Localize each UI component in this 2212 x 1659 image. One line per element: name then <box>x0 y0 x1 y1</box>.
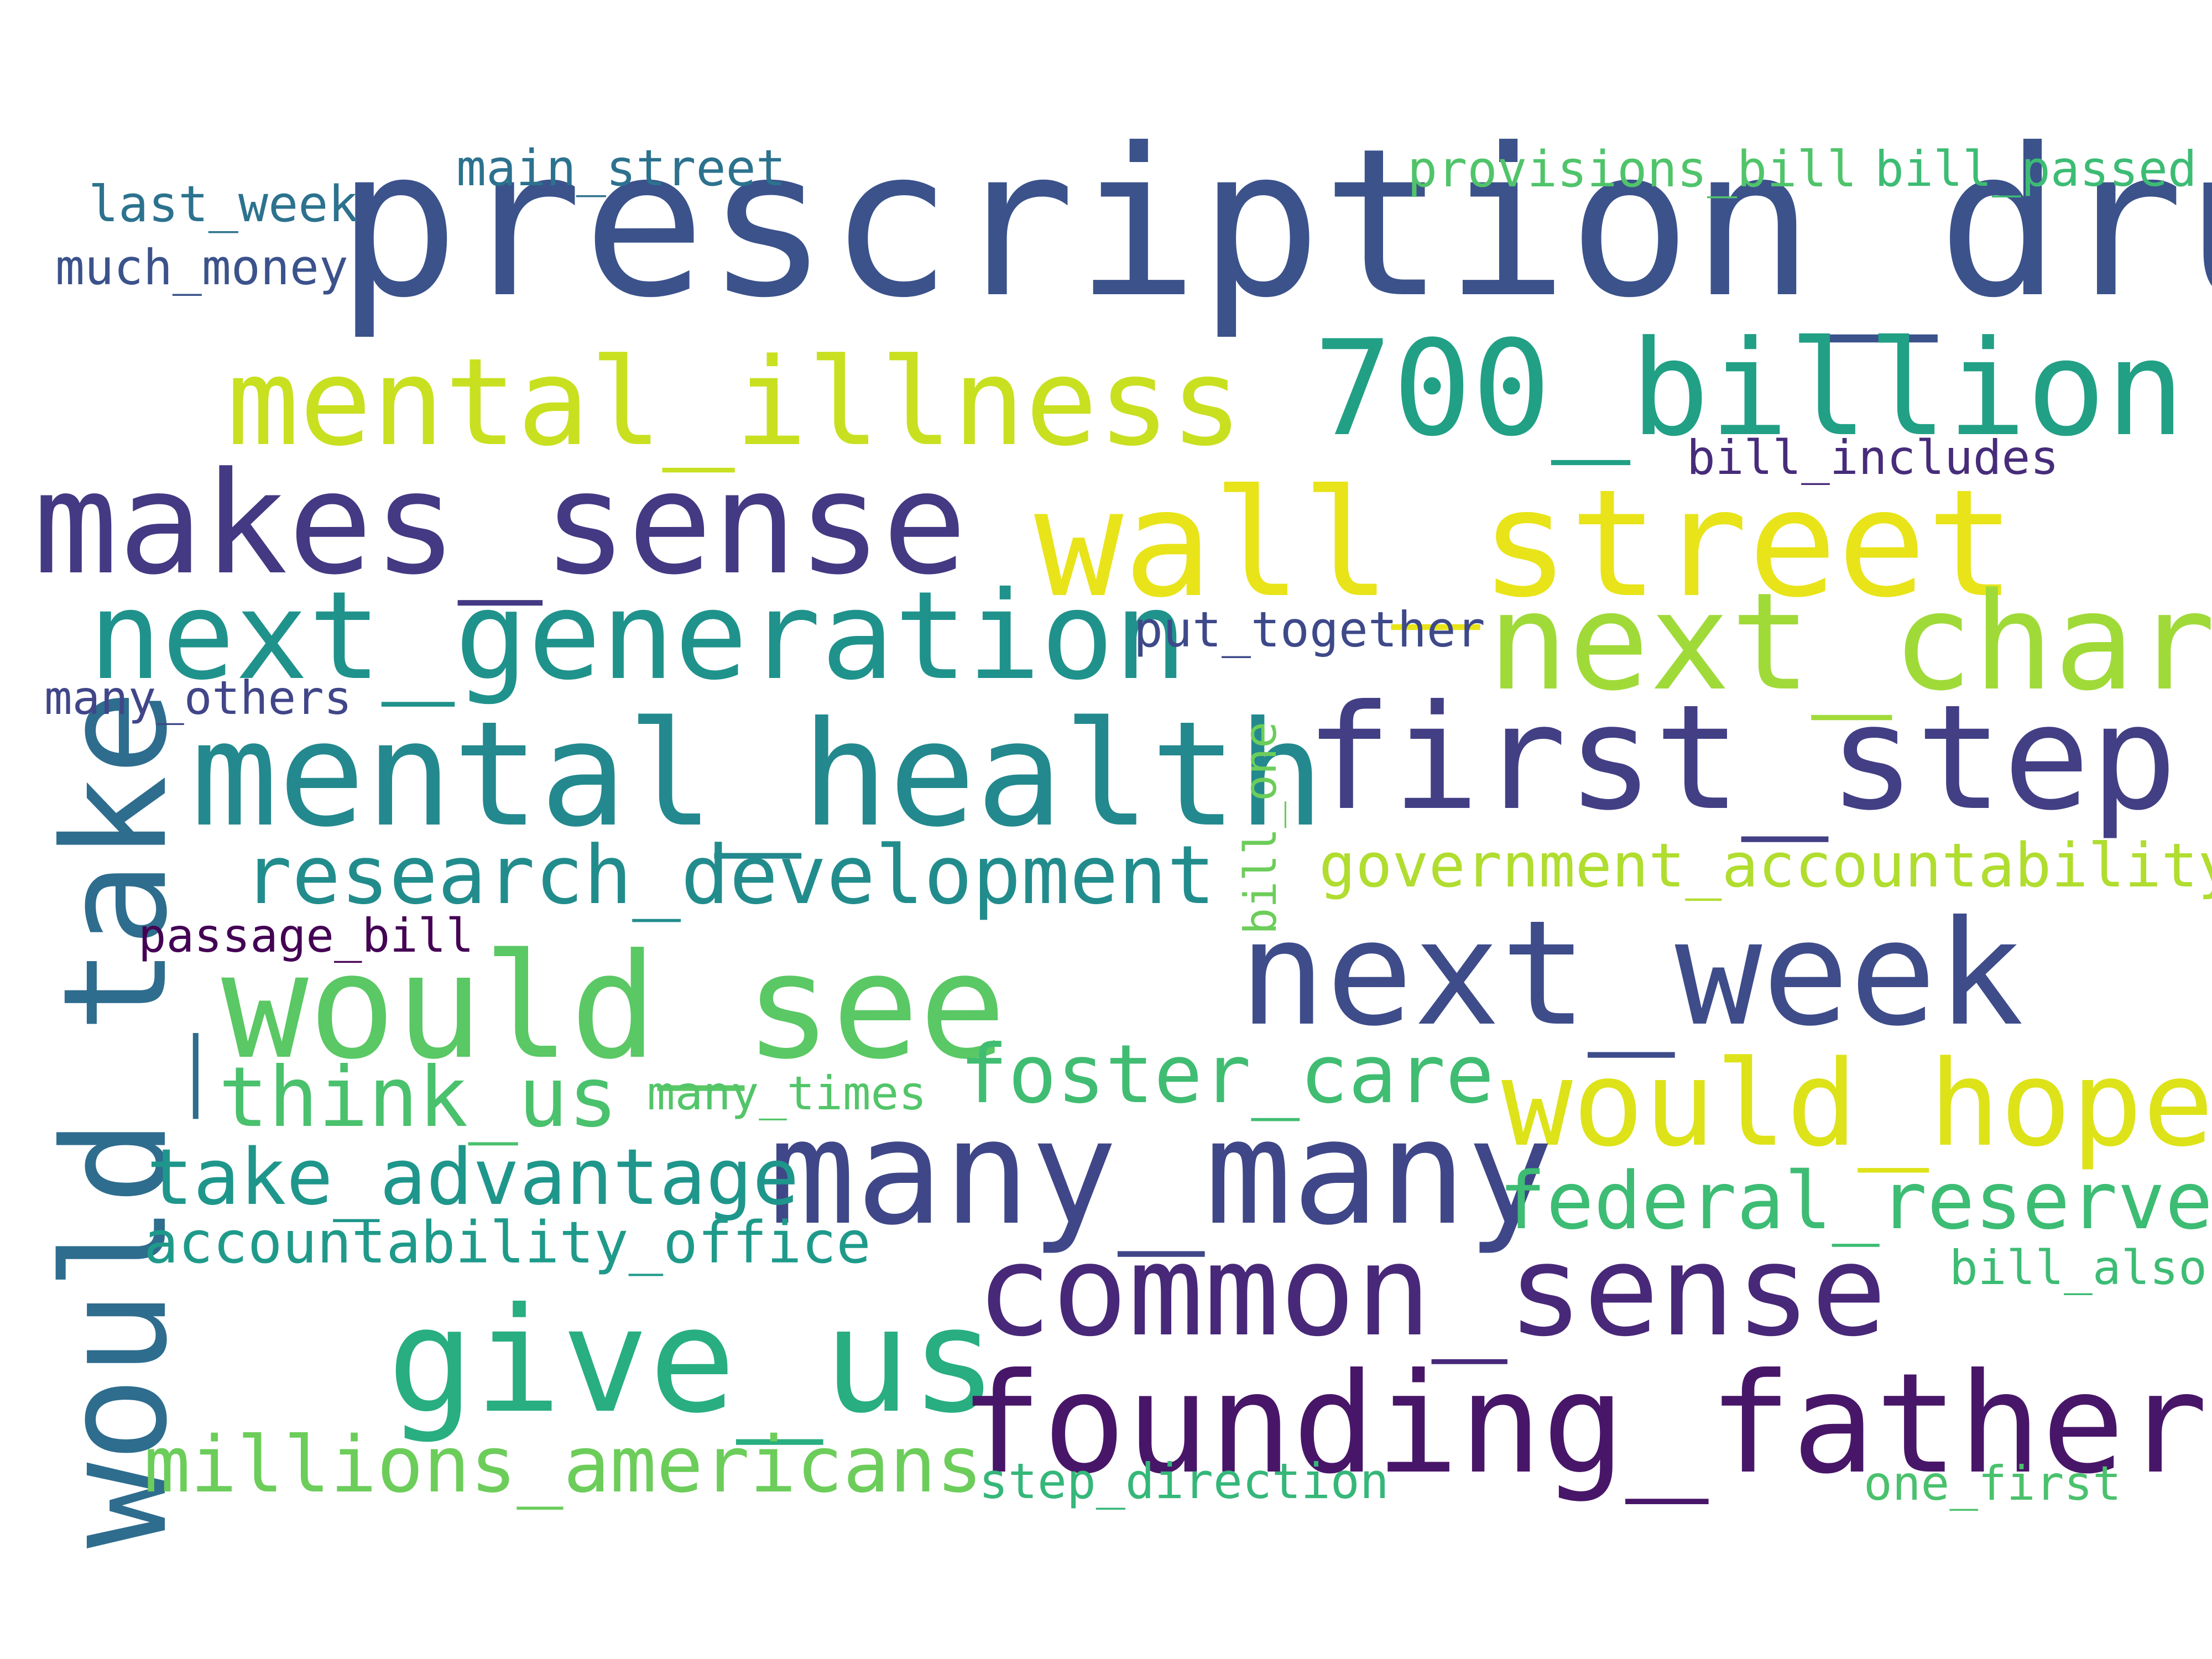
word-next-generation: next_generation <box>88 565 1187 707</box>
word-put-together: put_together <box>1134 601 1485 658</box>
word-government-accountability: government_accountability <box>1319 830 2212 901</box>
word-millions-americans: millions_americans <box>144 1420 983 1510</box>
word-next-week: next_week <box>1239 889 2024 1058</box>
word-bill-also: bill_also <box>1949 1240 2207 1296</box>
word-wall-street: wall_street <box>1034 458 2016 630</box>
word-would-take: would_take <box>33 689 199 1548</box>
word-bill-includes: bill_includes <box>1687 430 2059 486</box>
word-think-us: think_us <box>218 1050 618 1146</box>
word-would-hope: would_hope <box>1501 1035 2212 1173</box>
word-accountability-office: accountability_office <box>144 1209 871 1276</box>
word-mental-illness: mental_illness <box>227 333 1243 473</box>
word-many-many: many_many <box>769 1088 1554 1257</box>
word-would-see: would_see <box>221 922 1006 1091</box>
word-take-advantage: take_advantage <box>147 1133 800 1223</box>
word-bill-passed: bill_passed <box>1875 140 2197 197</box>
word-federal-reserve: federal_reserve <box>1499 1155 2212 1247</box>
word-step-direction: step_direction <box>979 1453 1389 1510</box>
word-foster-care: foster_care <box>959 1027 1494 1121</box>
word-main-street: main_street <box>456 139 786 197</box>
word-research-development: research_development <box>243 828 1215 922</box>
word-next-chart: next_chart <box>1488 564 2212 721</box>
word-provisions-bill: provisions_bill <box>1407 140 1857 199</box>
word-founding-fathers: founding_fathers <box>959 1343 2212 1504</box>
word-mental-health: mental_health <box>191 690 1325 859</box>
word-makes-sense: makes_sense <box>33 442 967 606</box>
word-bill-one: bill_one <box>1235 721 1286 935</box>
word-much-money: much_money <box>55 239 348 296</box>
word-last-week: last_week <box>88 175 358 233</box>
word-one-first: one_first <box>1864 1456 2121 1511</box>
word-first-step: first_step <box>1305 674 2178 842</box>
word-give-us: give_us <box>387 1276 998 1445</box>
word-700-billion: 700_billion <box>1313 312 2185 466</box>
word-common-sense: common_sense <box>976 1217 1887 1364</box>
word-prescription-drug: prescription_drug <box>336 105 2212 343</box>
word-many-others: many_others <box>44 671 352 725</box>
word-passage-bill: passage_bill <box>138 909 474 963</box>
word-many-times: many_times <box>647 1066 927 1120</box>
